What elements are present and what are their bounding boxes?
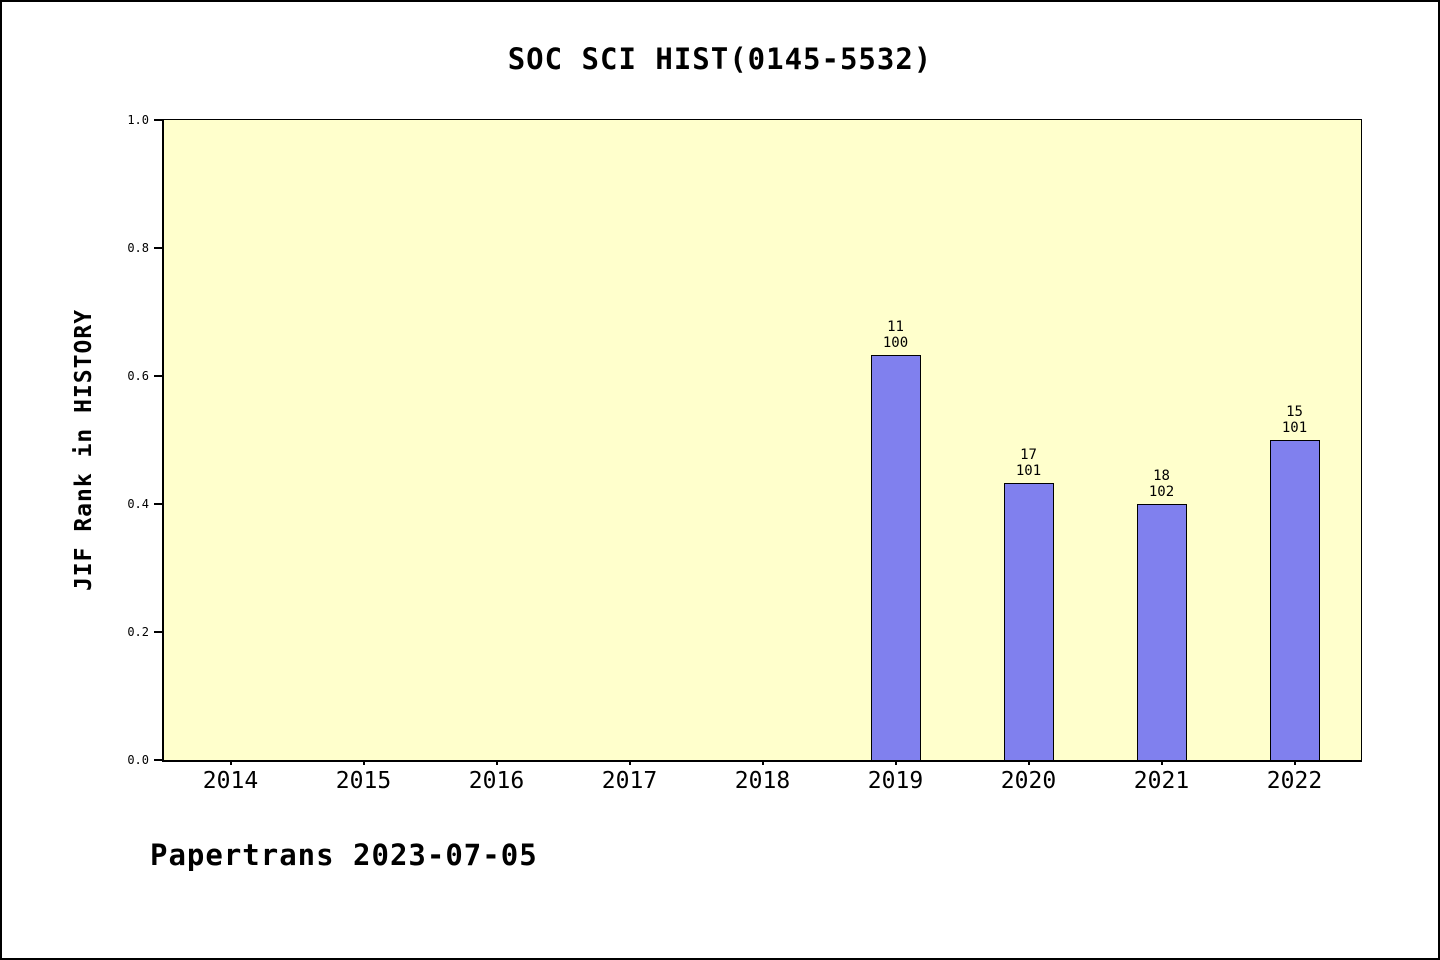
x-axis-tick-label: 2022 bbox=[1266, 768, 1323, 794]
y-axis-tick-label: 0.4 bbox=[127, 497, 149, 511]
x-axis-tick bbox=[1293, 760, 1296, 765]
x-axis-tick-label: 2018 bbox=[734, 768, 791, 794]
y-axis-tick-label: 0.0 bbox=[127, 753, 149, 767]
bar-annotation-2021: 18 102 bbox=[1148, 468, 1175, 500]
watermark-text: Papertrans 2023-07-05 bbox=[150, 838, 538, 872]
x-axis-tick-label: 2016 bbox=[468, 768, 525, 794]
chart-title: SOC SCI HIST(0145-5532) bbox=[507, 42, 933, 76]
bar-2020 bbox=[1003, 482, 1054, 760]
y-axis-tick bbox=[154, 375, 162, 377]
y-axis-tick-label: 0.2 bbox=[127, 625, 149, 639]
y-axis-label: JIF Rank in HISTORY bbox=[71, 308, 97, 592]
x-axis-tick bbox=[495, 760, 498, 765]
y-axis-tick bbox=[154, 631, 162, 633]
x-axis-tick-label: 2020 bbox=[1000, 768, 1057, 794]
x-axis-tick bbox=[362, 760, 365, 765]
x-axis-tick bbox=[1160, 760, 1163, 765]
x-axis-tick-label: 2017 bbox=[601, 768, 658, 794]
y-axis-tick bbox=[154, 119, 162, 121]
bar-2022 bbox=[1269, 440, 1320, 760]
x-axis-tick-label: 2019 bbox=[867, 768, 924, 794]
x-axis-tick bbox=[761, 760, 764, 765]
x-axis-tick bbox=[628, 760, 631, 765]
x-axis-tick bbox=[1027, 760, 1030, 765]
bar-2021 bbox=[1136, 504, 1187, 760]
x-axis-tick-label: 2015 bbox=[335, 768, 392, 794]
y-axis-tick bbox=[154, 503, 162, 505]
x-axis-tick-label: 2014 bbox=[202, 768, 259, 794]
y-axis-tick-label: 1.0 bbox=[127, 113, 149, 127]
y-axis-tick-label: 0.8 bbox=[127, 241, 149, 255]
plot-area: 0.0 0.2 0.4 0.6 0.8 1.0 2014 2015 2016 2017 2018 20… bbox=[127, 114, 1362, 794]
bar-annotation-2022: 15 101 bbox=[1281, 404, 1308, 436]
y-axis-tick bbox=[154, 247, 162, 249]
y-axis-tick-label: 0.6 bbox=[127, 369, 149, 383]
bar-2019 bbox=[870, 354, 921, 760]
x-axis-tick bbox=[894, 760, 897, 765]
x-axis-tick bbox=[229, 760, 232, 765]
y-axis-tick bbox=[154, 759, 162, 761]
bar-annotation-2020: 17 101 bbox=[1015, 446, 1042, 479]
bar-annotation-2019: 11 100 bbox=[882, 318, 909, 351]
x-axis-tick-label: 2021 bbox=[1133, 768, 1190, 794]
